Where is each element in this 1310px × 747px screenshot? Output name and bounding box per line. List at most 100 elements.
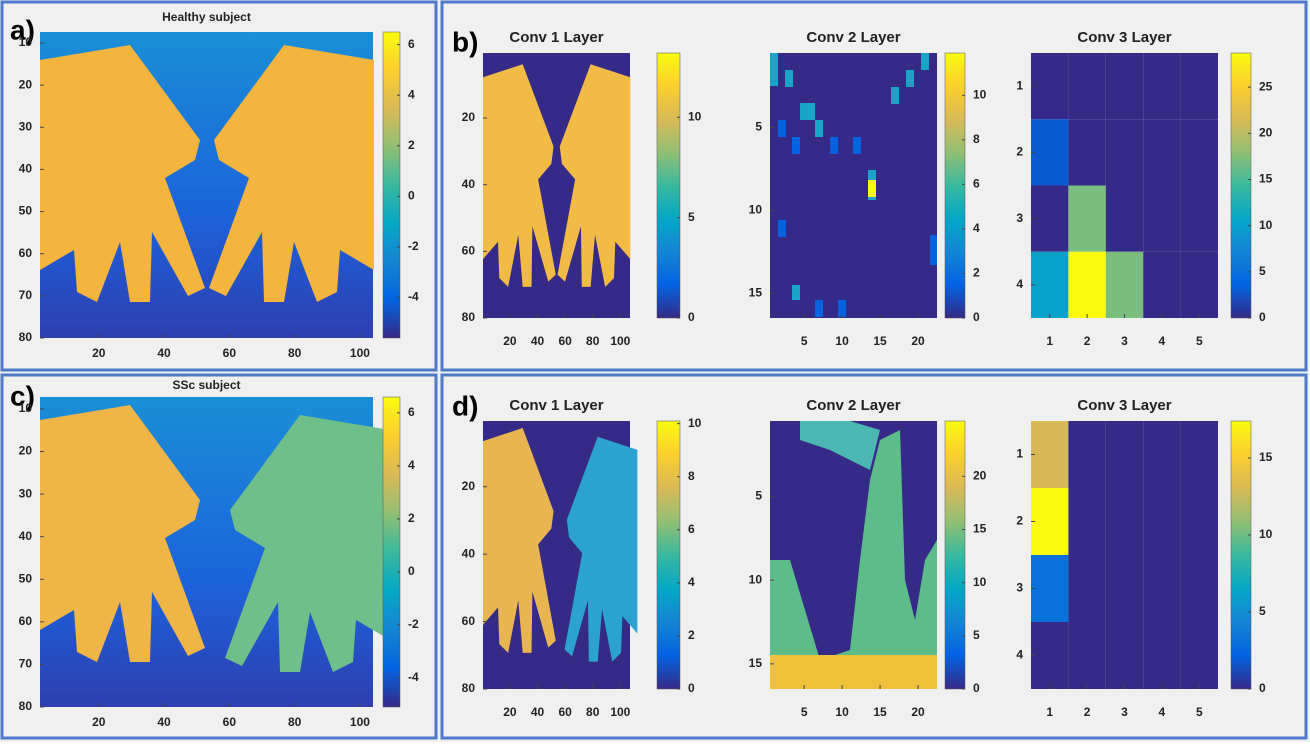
colorbar-tick-label: 0 (1259, 681, 1266, 695)
x-tick-label: 80 (586, 334, 600, 348)
heatmap-cell (1031, 185, 1069, 252)
heatmap-cell (1180, 53, 1218, 120)
y-tick-label: 10 (749, 203, 763, 217)
y-tick-label: 80 (462, 681, 476, 695)
heatmap-cell (1180, 421, 1218, 488)
heatmap-cell (1068, 421, 1106, 488)
x-tick-label: 20 (92, 715, 106, 729)
heatmap-cell (1143, 53, 1181, 120)
x-tick-label: 40 (157, 715, 171, 729)
panel-label: d) (452, 390, 478, 421)
heatmap-cell (1180, 185, 1218, 252)
x-tick-label: 60 (223, 346, 237, 360)
x-tick-label: 40 (531, 705, 545, 719)
y-tick-label: 80 (19, 330, 33, 344)
colorbar-tick-label: -2 (408, 239, 419, 253)
colorbar-tick-label: 10 (1259, 218, 1273, 232)
x-tick-label: 60 (223, 715, 237, 729)
x-tick-label: 100 (350, 346, 370, 360)
thermal-image-c (40, 397, 390, 707)
colorbar-tick-label: 25 (1259, 79, 1273, 93)
x-tick-label: 15 (873, 705, 887, 719)
x-tick-label: 2 (1084, 334, 1091, 348)
colorbar-tick-label: 0 (688, 310, 695, 324)
chart-title: Conv 1 Layer (509, 397, 603, 414)
x-tick-label: 20 (503, 705, 517, 719)
colorbar (382, 31, 401, 339)
y-tick-label: 15 (749, 656, 763, 670)
colorbar-tick-label: 4 (688, 575, 695, 589)
y-tick-label: 30 (19, 486, 33, 500)
feature-map-b2 (770, 53, 937, 318)
x-tick-label: 20 (911, 705, 925, 719)
x-tick-label: 40 (157, 346, 171, 360)
heatmap-cell (1143, 622, 1181, 689)
x-tick-label: 15 (873, 334, 887, 348)
colorbar-tick-label: 5 (1259, 264, 1266, 278)
colorbar-tick-label: 5 (973, 628, 980, 642)
colorbar-tick-label: 15 (1259, 172, 1273, 186)
y-tick-label: 60 (462, 244, 476, 258)
colorbar-tick-label: 6 (408, 405, 415, 419)
heatmap-cell (1105, 555, 1144, 622)
chart-title: Conv 3 Layer (1077, 397, 1171, 414)
heatmap-cell (1143, 421, 1181, 488)
colorbar (944, 420, 966, 690)
colorbar-tick-label: 0 (973, 310, 980, 324)
colorbar (1230, 420, 1252, 690)
y-tick-label: 10 (19, 35, 33, 49)
x-tick-label: 1 (1046, 334, 1053, 348)
chart-title: Healthy subject (162, 10, 251, 24)
x-tick-label: 20 (911, 334, 925, 348)
colorbar-tick-label: 2 (973, 266, 980, 280)
panel-label: b) (452, 26, 478, 57)
colorbar-tick-label: -4 (408, 290, 419, 304)
y-tick-label: 10 (19, 401, 33, 415)
colorbar-tick-label: 10 (688, 416, 702, 430)
colorbar-tick-label: 0 (408, 564, 415, 578)
y-tick-label: 60 (19, 246, 33, 260)
y-tick-label: 1 (1016, 447, 1023, 461)
x-tick-label: 100 (350, 715, 370, 729)
colorbar-tick-label: 0 (1259, 310, 1266, 324)
heatmap-cell (1068, 555, 1106, 622)
colorbar-tick-label: 4 (408, 87, 415, 101)
y-tick-label: 80 (462, 310, 476, 324)
colorbar-tick-label: 0 (688, 681, 695, 695)
colorbar-tick-label: -2 (408, 617, 419, 631)
y-tick-label: 5 (755, 489, 762, 503)
y-tick-label: 20 (19, 77, 33, 91)
heatmap-cell (1180, 555, 1218, 622)
x-tick-label: 3 (1121, 334, 1128, 348)
y-tick-label: 2 (1016, 145, 1023, 159)
heatmap-cell (1143, 185, 1181, 252)
y-tick-label: 15 (749, 285, 763, 299)
x-tick-label: 1 (1046, 705, 1053, 719)
chart-title: Conv 2 Layer (806, 29, 900, 46)
colorbar-tick-label: 10 (1259, 527, 1273, 541)
y-tick-label: 10 (749, 572, 763, 586)
colorbar-tick-label: 20 (1259, 126, 1273, 140)
heatmap-cell (1105, 421, 1144, 488)
colorbar-tick-label: 4 (973, 221, 980, 235)
colorbar-tick-label: 8 (973, 132, 980, 146)
colorbar (1230, 52, 1252, 319)
y-tick-label: 5 (755, 120, 762, 134)
heatmap-cell (1031, 251, 1069, 318)
x-tick-label: 80 (586, 705, 600, 719)
x-tick-label: 20 (92, 346, 106, 360)
heatmap-cell (1105, 185, 1144, 252)
x-tick-label: 3 (1121, 705, 1128, 719)
y-tick-label: 4 (1016, 648, 1023, 662)
colorbar-tick-label: 10 (973, 575, 987, 589)
x-tick-label: 60 (558, 705, 572, 719)
chart-title: Conv 3 Layer (1077, 29, 1171, 46)
x-tick-label: 100 (610, 705, 630, 719)
y-tick-label: 1 (1016, 78, 1023, 92)
y-tick-label: 40 (19, 529, 33, 543)
heatmap-cell (1105, 251, 1144, 318)
heatmap-cell (1143, 251, 1181, 318)
x-tick-label: 20 (503, 334, 517, 348)
